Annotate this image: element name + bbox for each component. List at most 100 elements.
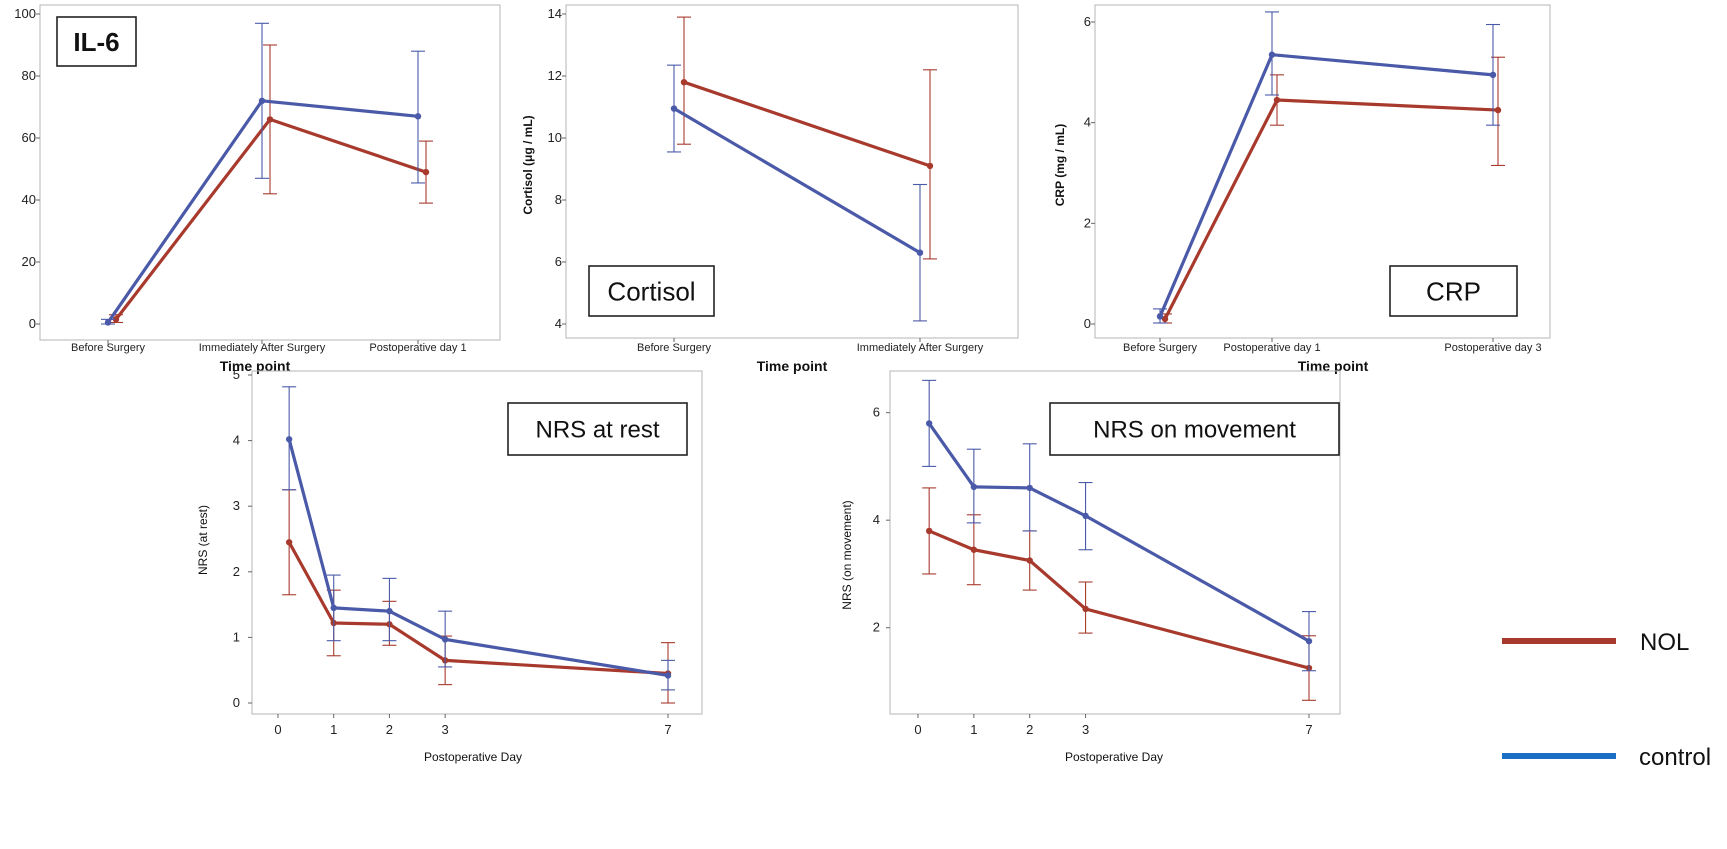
chart-title-frame <box>1049 402 1340 456</box>
series-control <box>922 379 1316 672</box>
chart-title-box: Cortisol <box>588 265 715 317</box>
data-point <box>1494 106 1502 114</box>
data-point <box>926 162 934 170</box>
y-axis-title: NRS (at rest) <box>196 505 210 575</box>
chart-panel-nrs-move: 2 4 6 0 1 2 3 7 Postoperative Day NRS (on movemen… <box>840 370 1341 764</box>
x-tick-label: 1 <box>970 722 977 737</box>
x-tick-label: Postoperative day 1 <box>369 342 466 354</box>
data-point <box>414 113 422 120</box>
x-tick-label: Before Surgery <box>1123 342 1197 354</box>
chart-title: NRS at rest <box>535 417 659 444</box>
series-control <box>101 22 425 326</box>
chart-title-box: IL-6 <box>56 16 137 67</box>
x-tick-label: 7 <box>664 722 671 737</box>
data-point <box>104 319 112 326</box>
x-tick-label: Before Surgery <box>71 342 145 354</box>
series-line <box>928 529 1310 670</box>
data-point <box>441 636 449 643</box>
plot-frame <box>1094 4 1551 339</box>
x-tick-label: 3 <box>442 722 449 737</box>
chart-title: Cortisol <box>607 276 695 306</box>
data-point <box>1273 96 1281 104</box>
y-tick-label: 4 <box>1084 115 1091 130</box>
data-point <box>1026 557 1033 564</box>
legend: NOL control <box>1502 629 1711 771</box>
y-tick-label: 60 <box>22 130 36 145</box>
chart-title-frame <box>56 16 137 67</box>
series-line <box>927 422 1310 643</box>
x-tick-label: 0 <box>274 722 281 737</box>
data-point <box>1026 484 1033 492</box>
series-control <box>282 386 675 691</box>
chart-title-frame <box>588 265 715 317</box>
x-tick-label: 2 <box>386 722 393 737</box>
data-point <box>386 607 393 615</box>
data-point <box>1489 71 1497 79</box>
chart-title-frame <box>507 402 688 456</box>
series-line <box>114 117 427 321</box>
data-point <box>330 604 337 612</box>
x-tick-label: 3 <box>1082 722 1089 737</box>
y-tick-label: 80 <box>22 68 36 83</box>
data-point <box>266 116 274 123</box>
y-tick-label: 10 <box>548 130 562 145</box>
y-tick-label: 8 <box>555 192 562 207</box>
series-nol <box>282 489 675 704</box>
x-tick-label: 0 <box>914 722 921 737</box>
y-tick-label: 4 <box>555 316 562 331</box>
data-point <box>285 539 293 546</box>
y-tick-label: 4 <box>873 512 880 527</box>
data-point <box>422 168 430 176</box>
y-tick-label: 3 <box>233 498 240 513</box>
series-control <box>1153 11 1500 324</box>
data-point <box>925 527 933 535</box>
x-tick-label: 1 <box>330 722 337 737</box>
y-axis-title: NRS (on movement) <box>840 500 854 609</box>
series-line <box>287 438 669 678</box>
x-axis-title: Time point <box>1298 358 1369 374</box>
y-tick-label: 2 <box>873 620 880 635</box>
y-tick-label: 4 <box>233 433 240 448</box>
x-tick-label: Postoperative day 1 <box>1223 342 1320 354</box>
y-axis-title: Cortisol (μg / mL) <box>521 115 535 214</box>
x-axis-title: Time point <box>220 358 291 374</box>
chart-panel-cortisol: 4 6 8 10 12 14 Before Surgery Immediately After… <box>521 4 1019 374</box>
x-tick-label: Postoperative day 3 <box>1444 342 1541 354</box>
x-tick-label: 2 <box>1026 722 1033 737</box>
series-line <box>106 99 419 324</box>
data-point <box>916 249 924 256</box>
y-tick-label: 6 <box>873 405 880 420</box>
series-nol <box>109 44 433 324</box>
y-axis-title: CRP (mg / mL) <box>1053 124 1067 206</box>
data-point <box>670 105 678 112</box>
y-tick-label: 0 <box>233 695 240 710</box>
data-point <box>285 436 293 443</box>
series-nol <box>922 487 1316 701</box>
chart-title-box: NRS at rest <box>507 402 688 456</box>
legend-label-control: control <box>1639 744 1711 771</box>
y-tick-label: 5 <box>233 367 240 382</box>
series-nol <box>677 16 937 260</box>
data-point <box>970 546 978 553</box>
plot-frame <box>251 370 703 715</box>
chart-panel-crp: 0 2 4 6 Before Surgery Postoperative day 1 Pos… <box>1053 4 1551 374</box>
data-point <box>925 420 933 427</box>
chart-title-frame <box>1389 265 1518 317</box>
data-point <box>1268 51 1276 58</box>
y-tick-label: 12 <box>548 68 562 83</box>
x-tick-label: 7 <box>1305 722 1312 737</box>
y-tick-label: 2 <box>233 564 240 579</box>
chart-title: CRP <box>1426 276 1481 306</box>
x-tick-label: Immediately After Surgery <box>857 342 984 354</box>
chart-title-box: NRS on movement <box>1049 402 1340 456</box>
plot-frame <box>565 4 1019 339</box>
y-tick-label: 100 <box>14 6 36 21</box>
chart-panel-il6: 0 20 40 60 80 100 Before Surgery Immediately Af… <box>14 4 501 374</box>
series-line <box>673 107 921 255</box>
data-point <box>970 483 978 491</box>
chart-title-box: CRP <box>1389 265 1518 317</box>
y-tick-label: 0 <box>29 316 36 331</box>
series-control <box>667 64 927 322</box>
